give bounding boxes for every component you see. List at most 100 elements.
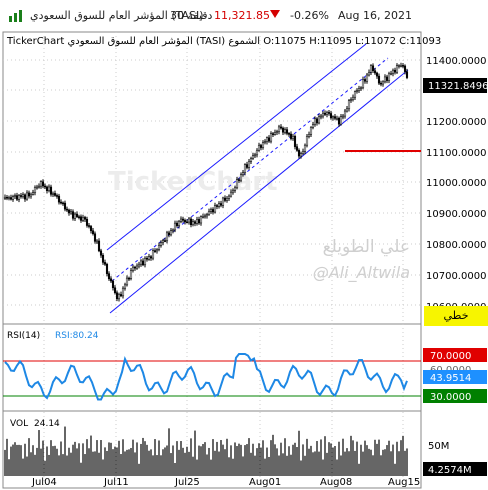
volume-current-badge <box>423 462 487 476</box>
volume-bar <box>8 459 10 476</box>
volume-bar <box>106 450 108 476</box>
candle-body <box>215 205 219 207</box>
volume-bar <box>344 451 346 476</box>
interval-selector[interactable]: 30 دقيقة <box>170 9 213 22</box>
volume-bar <box>6 438 8 476</box>
volume-bar <box>324 436 326 476</box>
volume-bar <box>182 447 184 476</box>
rsi-label: RSI(14) <box>7 331 40 341</box>
candle-body <box>391 69 395 74</box>
volume-bar <box>354 450 356 476</box>
candle-body <box>333 116 337 119</box>
candle-body <box>339 116 343 125</box>
volume-bar <box>72 444 74 476</box>
candle-body <box>383 76 387 83</box>
volume-bar <box>404 450 406 476</box>
candle-body <box>155 249 159 252</box>
volume-bar <box>42 440 44 476</box>
svg-text:10800.0000: 10800.0000 <box>426 240 486 251</box>
candle-body <box>217 203 221 207</box>
candle-body <box>23 194 27 200</box>
chart-canvas[interactable]: TickerChart المؤشر العام للسوق السعودي (… <box>0 30 488 490</box>
volume-bar <box>246 444 248 476</box>
candle-body <box>255 149 259 156</box>
volume-bar <box>204 442 206 476</box>
candle-body <box>69 211 73 214</box>
volume-bar <box>110 442 112 476</box>
candle-body <box>11 196 15 200</box>
volume-bar <box>52 446 54 476</box>
volume-bar <box>328 442 330 476</box>
volume-value: 24.14 <box>34 419 60 429</box>
candle-body <box>251 155 255 159</box>
volume-bar <box>392 444 394 476</box>
candle-body <box>127 277 131 280</box>
candle-body <box>305 136 309 146</box>
sell-button[interactable]: خطي <box>424 306 488 326</box>
candle-body <box>117 294 121 300</box>
volume-bar <box>200 446 202 476</box>
candle-body <box>159 242 163 246</box>
toolbar: المؤشر العام للسوق السعودي (TASI) 30 دقي… <box>0 0 488 30</box>
volume-bar <box>24 443 26 476</box>
candle-body <box>61 202 65 205</box>
volume-bar <box>320 439 322 476</box>
candle-body <box>349 99 353 101</box>
volume-bar <box>352 440 354 476</box>
volume-bar <box>322 459 324 476</box>
rsi-oversold-value: 30.0000 <box>430 392 471 403</box>
candle-body <box>317 116 321 124</box>
volume-bar <box>66 455 68 476</box>
candle-body <box>43 185 47 188</box>
candle-body <box>289 133 293 139</box>
volume-bar <box>276 448 278 476</box>
chart-frame <box>2 31 422 489</box>
candle-body <box>227 195 231 199</box>
volume-bar <box>384 449 386 476</box>
volume-bar <box>222 444 224 476</box>
volume-bar <box>302 444 304 476</box>
candle-body <box>145 257 149 260</box>
candle-body <box>65 208 69 211</box>
volume-bar <box>228 457 230 476</box>
symbol-name[interactable]: المؤشر العام للسوق السعودي (TASI) <box>30 9 204 22</box>
candle-body <box>15 195 19 200</box>
candle-body <box>235 179 239 189</box>
volume-bar <box>154 439 156 476</box>
candle-body <box>219 203 223 206</box>
candle-body <box>221 197 225 206</box>
volume-bar <box>88 448 90 476</box>
candle-body <box>355 90 359 92</box>
volume-bar <box>318 451 320 476</box>
volume-bar <box>190 438 192 476</box>
author-handle: @Ali_Altwila <box>313 263 410 283</box>
chart-logo-icon <box>9 10 22 22</box>
candle-body <box>377 75 381 84</box>
candle-body <box>153 250 157 252</box>
volume-bar <box>178 449 180 476</box>
candle-body <box>49 186 53 195</box>
volume-bar <box>348 451 350 476</box>
candle-body <box>39 181 43 187</box>
candle-body <box>205 214 209 217</box>
volume-bar <box>44 460 46 476</box>
volume-bar <box>92 451 94 476</box>
volume-bar <box>274 444 276 476</box>
candle-body <box>35 186 39 189</box>
volume-bar <box>364 440 366 476</box>
down-arrow-icon <box>270 10 280 18</box>
candle-body <box>247 161 251 168</box>
svg-text:Jul11: Jul11 <box>103 477 129 488</box>
volume-bar <box>174 462 176 476</box>
volume-bar <box>34 454 36 476</box>
candle-body <box>187 218 191 223</box>
volume-bar <box>396 441 398 476</box>
candle-body <box>399 65 403 67</box>
volume-bar <box>196 459 198 476</box>
candle-body <box>157 245 161 250</box>
candle-body <box>181 218 185 221</box>
volume-bar <box>394 463 396 476</box>
volume-bar <box>362 451 364 476</box>
volume-bar <box>166 445 168 476</box>
volume-bar <box>60 441 62 476</box>
